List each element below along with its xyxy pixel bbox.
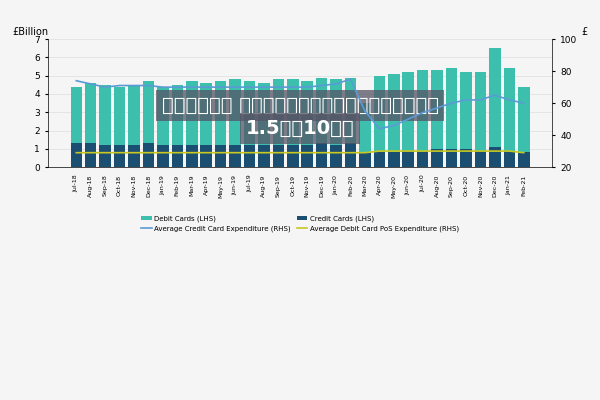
Bar xyxy=(128,85,140,145)
Text: 喀什股票配资 多地共享单车涨价：广州、成都、武汉: 喀什股票配资 多地共享单车涨价：广州、成都、武汉 xyxy=(161,96,439,115)
Bar xyxy=(200,145,212,167)
Bar xyxy=(85,83,97,143)
Bar xyxy=(114,145,125,167)
Bar xyxy=(85,143,97,167)
Bar xyxy=(301,145,313,167)
Bar xyxy=(388,152,400,167)
Bar xyxy=(475,151,486,167)
Bar xyxy=(100,145,111,167)
Bar xyxy=(316,143,328,167)
Text: £: £ xyxy=(581,27,588,37)
Bar xyxy=(446,68,457,149)
Bar xyxy=(157,145,169,167)
Bar xyxy=(345,78,356,143)
Bar xyxy=(331,145,342,167)
Bar xyxy=(114,87,125,145)
Bar xyxy=(143,143,154,167)
Bar xyxy=(403,72,414,151)
Bar xyxy=(446,149,457,167)
Bar xyxy=(301,81,313,145)
Text: 1.5元骅10分钟: 1.5元骅10分钟 xyxy=(245,119,355,138)
Bar xyxy=(503,151,515,167)
Bar xyxy=(215,145,226,167)
Bar xyxy=(431,149,443,167)
Bar xyxy=(345,143,356,167)
Bar xyxy=(359,103,371,152)
Bar xyxy=(186,145,197,167)
Bar xyxy=(258,145,269,167)
Bar xyxy=(403,151,414,167)
Bar xyxy=(417,70,428,151)
Bar xyxy=(316,78,328,143)
Bar xyxy=(475,72,486,151)
Bar xyxy=(215,81,226,145)
Bar xyxy=(100,85,111,145)
Bar xyxy=(244,81,255,145)
Bar xyxy=(244,145,255,167)
Bar xyxy=(460,72,472,149)
Bar xyxy=(71,143,82,167)
Bar xyxy=(272,145,284,167)
Bar xyxy=(287,145,299,167)
Bar xyxy=(172,145,183,167)
Bar xyxy=(157,87,169,145)
Bar xyxy=(388,74,400,152)
Bar xyxy=(503,68,515,151)
Bar xyxy=(417,151,428,167)
Bar xyxy=(374,76,385,152)
Bar xyxy=(460,149,472,167)
Legend: Debit Cards (LHS), Average Credit Card Expenditure (RHS), Credit Cards (LHS), Av: Debit Cards (LHS), Average Credit Card E… xyxy=(139,213,461,234)
Bar xyxy=(143,81,154,143)
Bar xyxy=(287,79,299,145)
Bar xyxy=(200,83,212,145)
Bar xyxy=(71,87,82,143)
Bar xyxy=(518,152,530,167)
Bar xyxy=(272,79,284,145)
Bar xyxy=(431,70,443,149)
Bar xyxy=(374,152,385,167)
Bar xyxy=(172,85,183,145)
Bar xyxy=(128,145,140,167)
Bar xyxy=(229,145,241,167)
Bar xyxy=(489,147,500,167)
Bar xyxy=(359,152,371,167)
Bar xyxy=(186,81,197,145)
Bar xyxy=(489,48,500,147)
Bar xyxy=(229,79,241,145)
Bar xyxy=(518,87,530,152)
Bar xyxy=(331,79,342,145)
Bar xyxy=(258,83,269,145)
Text: £Billion: £Billion xyxy=(12,27,49,37)
